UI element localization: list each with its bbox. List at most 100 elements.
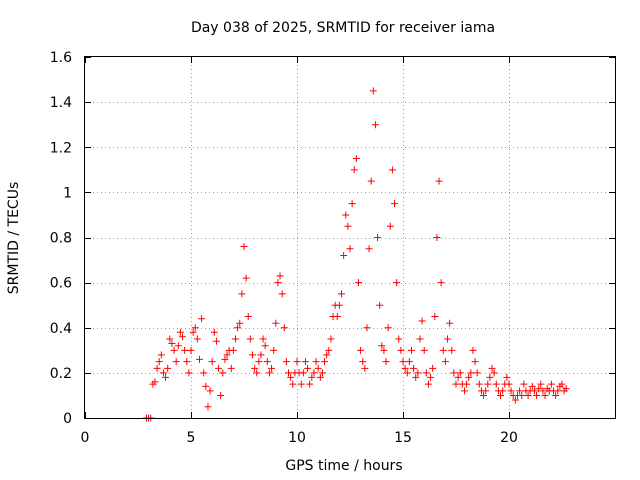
data-point [248,351,256,359]
data-point [562,385,570,393]
data-point [488,364,496,372]
data-point [420,346,428,354]
data-point [242,274,250,282]
data-point [289,380,297,388]
data-point [480,391,488,399]
data-point [499,387,507,395]
data-point [444,335,452,343]
data-point [204,403,212,411]
data-point [367,177,375,185]
data-point [363,324,371,332]
data-point [323,351,331,359]
data-point [405,358,413,366]
data-point [208,358,216,366]
x-tick-label: 0 [81,430,90,446]
data-point [399,358,407,366]
data-point [318,369,326,377]
data-point [179,333,187,341]
data-point [384,324,392,332]
data-point [365,245,373,253]
data-point [240,243,248,251]
data-point [306,380,314,388]
data-point [193,335,201,343]
data-point [274,279,282,287]
data-point [257,351,265,359]
data-point [327,335,335,343]
data-point [215,364,223,372]
data-point [276,272,284,280]
data-point [206,387,214,395]
data-point [533,391,541,399]
data-point [454,373,462,381]
data-point [429,364,437,372]
data-point [348,200,356,208]
data-point [486,373,494,381]
data-point [278,290,286,298]
data-point [437,279,445,287]
data-point [414,369,422,377]
chart-title: Day 038 of 2025, SRMTID for receiver iam… [191,20,495,36]
data-point [285,369,293,377]
data-point [217,391,225,399]
y-axis-tick-labels: 0 0.2 0.4 0.6 0.8 1 1.2 1.4 1.6 [50,50,72,427]
data-point [452,380,460,388]
data-point [450,369,458,377]
y-tick-label: 0.8 [50,231,72,247]
data-point [376,301,384,309]
data-point [433,234,441,241]
data-point [287,373,295,381]
data-point [321,358,329,366]
data-point [391,200,399,208]
data-point [333,312,341,320]
y-tick-label: 0.4 [50,321,72,337]
data-point [157,351,165,359]
data-point [282,358,290,366]
data-point [520,380,528,388]
data-point [393,279,401,287]
data-point [261,342,269,350]
data-point [236,319,244,327]
data-point [344,222,352,230]
data-point [338,290,346,298]
data-point [159,369,167,377]
data-point [554,387,562,395]
data-point [297,380,305,388]
data-point [401,364,409,372]
data-point [386,222,394,230]
x-tick-label: 10 [288,430,306,446]
data-point [467,369,475,377]
data-point [539,387,547,395]
data-point [435,177,443,185]
data-point [541,391,549,399]
data-point [403,369,411,377]
data-point [410,364,418,372]
data-point [168,340,176,348]
data-point [176,328,184,336]
data-point [422,369,430,377]
data-point [268,364,276,372]
data-point [530,387,538,395]
axis-ticks [85,57,615,419]
data-point [253,369,261,377]
data-point [312,358,320,366]
data-point [155,358,163,366]
data-point [460,387,468,395]
data-point [164,364,172,372]
data-point [507,387,515,395]
data-point [446,319,454,327]
data-point [511,396,519,404]
data-point [558,380,566,388]
x-axis-tick-labels: 0 5 10 15 20 [81,430,518,446]
data-point [350,166,358,174]
data-point [151,378,159,386]
data-point [463,380,471,388]
data-point [352,155,360,163]
data-point [342,211,350,219]
data-point [223,351,231,359]
data-point [185,369,193,377]
data-point [153,364,161,372]
data-point [238,290,246,298]
data-point [212,337,220,345]
data-point [547,380,555,388]
